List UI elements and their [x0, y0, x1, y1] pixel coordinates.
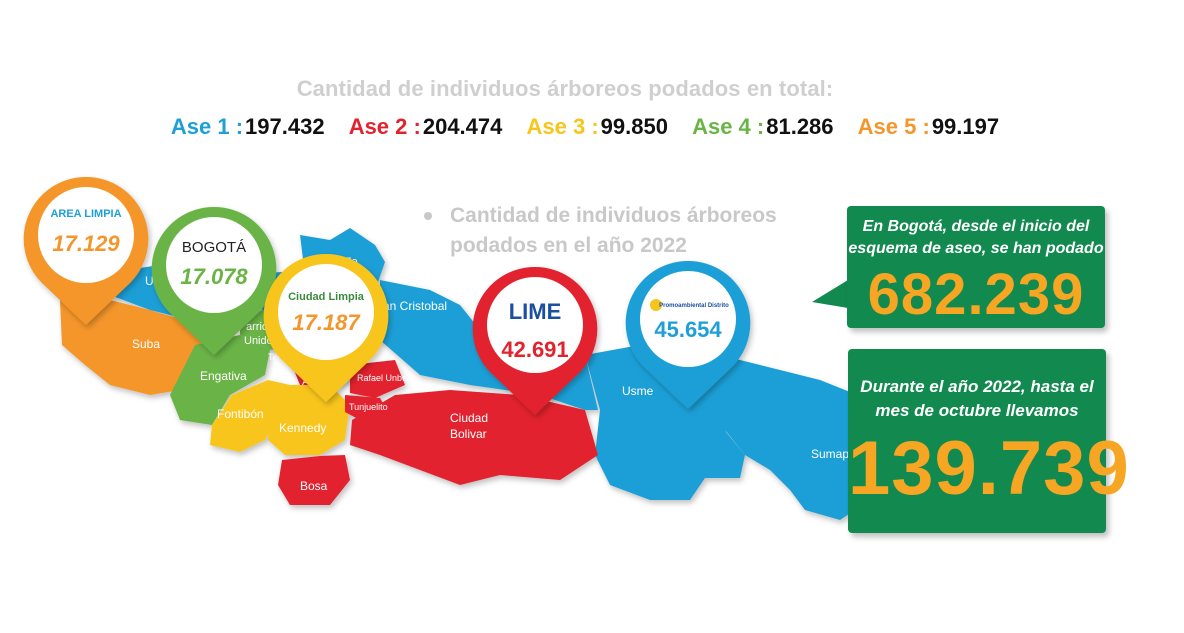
- ase-label: Ase 5 :: [857, 114, 930, 139]
- pin-promoambiental: Promoambiental Distrito 45.654: [625, 260, 751, 409]
- pin-area-limpia: AREA LIMPIA 17.129: [23, 176, 149, 325]
- ase-label: Ase 4 :: [692, 114, 765, 139]
- label-ciudad-bolivar-2: Bolivar: [450, 427, 487, 441]
- label-engativa: Engativa: [200, 369, 247, 383]
- pin-value: 17.187: [292, 310, 361, 335]
- label-usme: Usme: [622, 384, 654, 398]
- info-box-2022: Durante el año 2022, hasta el mes de oct…: [848, 349, 1130, 533]
- totals-row: Ase 1 :197.432 Ase 2 :204.474 Ase 3 :99.…: [0, 114, 1170, 140]
- label-kennedy: Kennedy: [279, 421, 326, 435]
- legend-2022-text: Cantidad de individuos árboreos podados …: [450, 204, 777, 257]
- total-ase-3: Ase 3 :99.850: [527, 114, 668, 139]
- pin-ciudad-limpia: Ciudad Limpia 17.187: [263, 253, 389, 402]
- region-sumapaz: [700, 350, 880, 520]
- ase-value: 99.850: [600, 114, 668, 139]
- ase-label: Ase 1 :: [170, 114, 244, 139]
- label-sumapaz: Sumap: [811, 447, 849, 461]
- region-rafael-uribe: [350, 360, 405, 398]
- box1-pointer: [812, 280, 848, 308]
- pin-bogota: BOGOTÁ 17.078: [151, 206, 277, 355]
- label-rafael-uribe: Rafael Unbe: [357, 373, 407, 383]
- label-tunjuelito: Tunjuelito: [349, 402, 388, 412]
- total-ase-5: Ase 5 :99.197: [858, 114, 999, 139]
- pin-logo: BOGOTÁ: [182, 239, 246, 256]
- ase-value: 81.286: [766, 114, 834, 139]
- label-bosa: Bosa: [300, 479, 328, 493]
- ase-label: Ase 3 :: [526, 114, 599, 139]
- pin-value: 17.129: [52, 231, 120, 256]
- region-kennedy: [268, 385, 350, 455]
- bullet-icon: [424, 212, 432, 220]
- legend-2022: Cantidad de individuos árboreos podados …: [424, 201, 810, 261]
- label-san-cristobal: an Cristobal: [383, 299, 447, 313]
- total-ase-1: Ase 1 :197.432: [171, 114, 325, 139]
- pin-logo: Promoambiental Distrito: [659, 303, 729, 309]
- label-teusaquillo: Teus: [268, 352, 288, 362]
- pin-logo: LIME: [509, 299, 562, 324]
- promoambiental-logo-icon: [650, 299, 662, 311]
- info-box-2022-value: 139.739: [848, 426, 1130, 511]
- region-fontibon: [210, 380, 290, 452]
- ase-value: 99.197: [931, 114, 1000, 139]
- label-suba: Suba: [132, 337, 160, 351]
- info-box-2022-desc: Durante el año 2022, hasta el mes de oct…: [860, 377, 1094, 420]
- region-bosa: [278, 455, 350, 505]
- pin-logo: Ciudad Limpia: [288, 291, 365, 303]
- info-box-total: En Bogotá, desde el inicio del esquema d…: [847, 206, 1105, 328]
- pin-value: 17.078: [180, 264, 248, 289]
- info-box-total-value: 682.239: [867, 262, 1085, 327]
- pin-lime: LIME 42.691: [472, 266, 598, 415]
- ase-value: 197.432: [245, 114, 325, 139]
- pin-logo: AREA LIMPIA: [50, 208, 121, 220]
- locality-labels: Us Suba Engativa arrios Unidos ap Fontib…: [132, 256, 849, 493]
- title-total: Cantidad de individuos árboreos podados …: [296, 76, 834, 101]
- total-ase-4: Ase 4 :81.286: [692, 114, 833, 139]
- pin-value: 42.691: [501, 337, 568, 362]
- total-ase-2: Ase 2 :204.474: [349, 114, 503, 139]
- label-ciudad-bolivar-1: Ciudad: [450, 411, 488, 425]
- ase-value: 204.474: [422, 114, 503, 139]
- region-suba: [60, 300, 210, 395]
- ase-label: Ase 2 :: [348, 114, 421, 139]
- info-box-total-desc: En Bogotá, desde el inicio del esquema d…: [848, 218, 1104, 257]
- pin-value: 45.654: [654, 317, 722, 342]
- region-engativa: [170, 335, 270, 425]
- label-fontibon: Fontibón: [217, 407, 264, 421]
